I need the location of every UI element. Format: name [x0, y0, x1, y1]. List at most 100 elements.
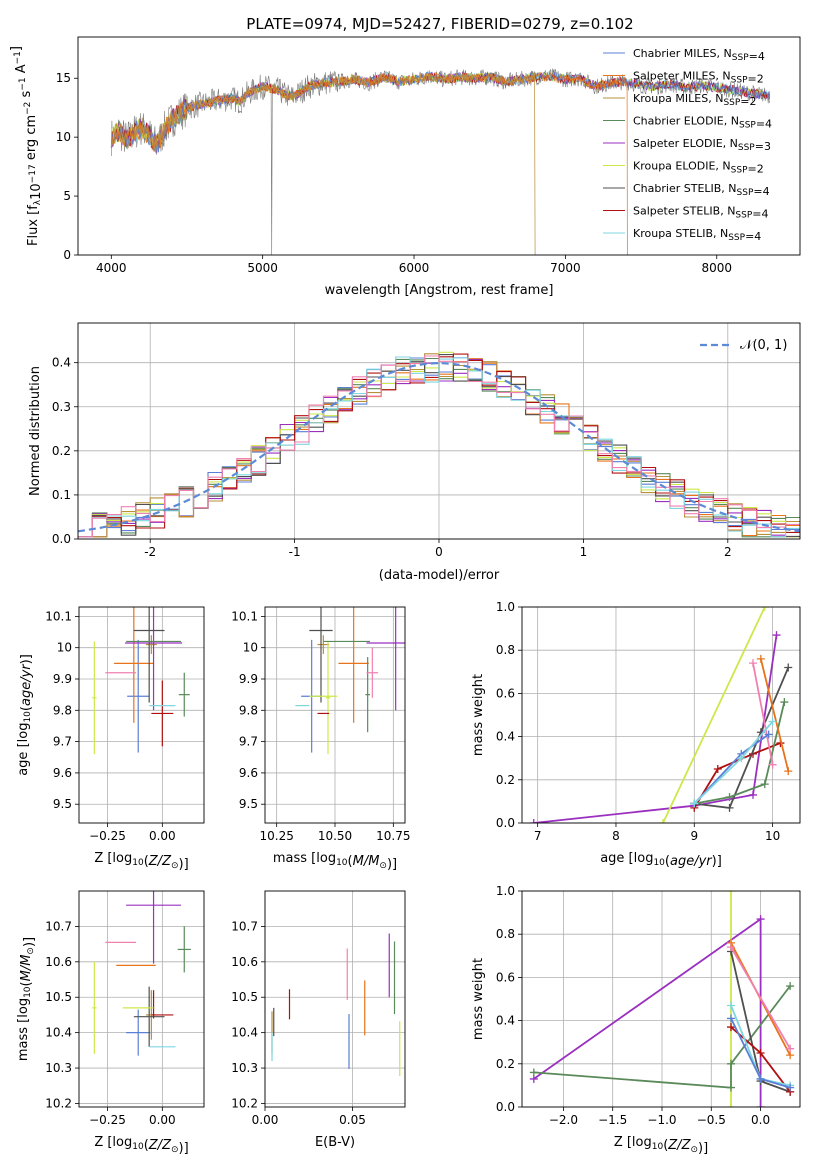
- axes-frame: [77, 36, 801, 256]
- y-tick-label: 10.4: [45, 1026, 72, 1040]
- y-axis-label: mass [log10(M/M⊙)]: [16, 937, 37, 1061]
- axes-frame: [264, 890, 406, 1108]
- legend-entry: Kroupa STELIB, NSSP=4: [633, 227, 761, 243]
- x-tick-label: −0.5: [697, 1113, 726, 1127]
- plot-area: [271, 933, 401, 1077]
- axes-frame: [521, 606, 801, 824]
- y-tick-label: 5: [63, 189, 71, 203]
- weight-marker: [726, 1083, 735, 1092]
- axes-frame: [78, 606, 205, 824]
- panel-age_vs_mass: 10.25 10.50 10.75 9.5 9.6 9.7 9.8 9.9 10 10.1 mass…: [231, 606, 411, 872]
- panel-weight_vs_Z: −2.0 −1.5 −1.0 −0.5 0.0 0.0 0.2 0.4 0.6 0.8 1.0 Z […: [471, 884, 801, 1156]
- y-tick-label: 10.5: [231, 990, 258, 1004]
- x-axis-label: Z [log10(Z/Z⊙)]: [94, 1135, 188, 1156]
- weight-marker: [726, 1014, 735, 1023]
- x-tick-label: −2.0: [549, 1113, 578, 1127]
- y-tick-label: 0.8: [496, 643, 515, 657]
- x-tick-label: −1.5: [598, 1113, 627, 1127]
- legend-entry: Kroupa MILES, NSSP=2: [633, 92, 757, 108]
- y-tick-label: 0.1: [52, 488, 71, 502]
- panel-residuals: -2 -1 0 1 2 0.0 0.1 0.2 0.3 0.4 (data-model)/error…: [28, 322, 801, 583]
- y-axis-label: Normed distribution: [28, 366, 43, 496]
- plot-area: [92, 607, 190, 755]
- y-tick-label: 10: [56, 130, 71, 144]
- y-tick-label: 10.5: [45, 990, 72, 1004]
- x-axis-label: Z [log10(Z/Z⊙)]: [94, 851, 188, 872]
- y-tick-label: 9.7: [239, 735, 258, 749]
- y-tick-label: 0.6: [496, 686, 515, 700]
- y-tick-label: 10.2: [45, 1096, 72, 1110]
- weight-line: [752, 663, 774, 765]
- weight-marker: [658, 819, 667, 823]
- weight-marker: [784, 663, 793, 672]
- y-tick-label: 10.2: [231, 1096, 258, 1110]
- x-tick-label: 0.05: [339, 1113, 366, 1127]
- y-tick-label: 10.7: [231, 919, 258, 933]
- x-tick-label: 10.25: [259, 829, 293, 843]
- plot-area: [529, 891, 795, 1107]
- weight-line: [693, 742, 781, 809]
- x-tick-label: -2: [144, 545, 156, 559]
- x-tick-label: 0.00: [149, 829, 176, 843]
- y-tick-label: 0.0: [52, 532, 71, 546]
- legend-entry: 𝒩(0, 1): [740, 338, 787, 353]
- x-tick-label: −1.0: [647, 1113, 676, 1127]
- y-tick-label: 10.7: [45, 919, 72, 933]
- y-tick-label: 10.4: [231, 1026, 258, 1040]
- y-tick-label: 0.2: [496, 773, 515, 787]
- legend-entry: Chabrier STELIB, NSSP=4: [633, 182, 770, 198]
- y-tick-label: 0.6: [496, 970, 515, 984]
- y-tick-label: 9.6: [239, 766, 258, 780]
- weight-line: [759, 658, 790, 772]
- weight-marker: [768, 717, 777, 726]
- y-tick-label: 10.3: [45, 1061, 72, 1075]
- legend-entry: Chabrier ELODIE, NSSP=4: [633, 115, 772, 131]
- x-axis-label: Z [log10(Z/Z⊙)]: [614, 1135, 708, 1156]
- plot-area: [110, 68, 771, 255]
- gaussian-curve: [78, 361, 800, 533]
- weight-marker: [768, 760, 777, 769]
- y-tick-label: 0: [63, 248, 71, 262]
- weight-marker: [726, 943, 735, 952]
- y-tick-label: 0.4: [496, 1014, 515, 1028]
- weight-marker: [749, 659, 758, 668]
- x-tick-label: 0.00: [252, 1113, 279, 1127]
- x-tick-label: −0.25: [89, 829, 126, 843]
- weight-marker: [725, 793, 734, 802]
- x-axis-label: wavelength [Angstrom, rest frame]: [325, 283, 554, 298]
- x-tick-label: 7: [534, 829, 542, 843]
- weight-marker: [726, 1001, 735, 1010]
- plot-area: [92, 891, 191, 1056]
- y-tick-label: 10.1: [45, 609, 72, 623]
- plot-area: [78, 351, 800, 538]
- weight-marker: [760, 607, 769, 611]
- panel-mass_vs_ebv: 0.00 0.05 10.2 10.3 10.4 10.5 10.6 10.7 E(B-V): [231, 890, 406, 1150]
- weight-marker: [780, 698, 789, 707]
- y-tick-label: 9.5: [53, 797, 72, 811]
- weight-marker: [786, 982, 795, 991]
- y-tick-label: 0.2: [496, 1057, 515, 1071]
- legend-entry: Salpeter STELIB, NSSP=4: [633, 205, 769, 221]
- x-tick-label: 5000: [247, 261, 278, 275]
- x-tick-label: 8: [612, 829, 620, 843]
- y-tick-label: 9.5: [239, 797, 258, 811]
- weight-marker: [756, 1074, 765, 1083]
- weight-marker: [756, 1103, 765, 1107]
- axes-frame: [521, 890, 801, 1108]
- panel-age_vs_Z: −0.25 0.00 9.5 9.6 9.7 9.8 9.9 10 10.1 Z [log10(Z…: [16, 606, 205, 872]
- weight-marker: [786, 1044, 795, 1053]
- weight-marker: [726, 891, 735, 895]
- y-tick-label: 0.8: [496, 927, 515, 941]
- x-axis-label: E(B-V): [315, 1135, 355, 1150]
- y-tick-label: 10.6: [231, 955, 258, 969]
- x-tick-label: 8000: [701, 261, 732, 275]
- weight-marker: [529, 819, 538, 823]
- x-tick-label: 0.00: [149, 1113, 176, 1127]
- y-tick-label: 9.8: [239, 703, 258, 717]
- x-tick-label: 2: [724, 545, 732, 559]
- legend-entry: Kroupa ELODIE, NSSP=2: [633, 160, 764, 176]
- y-tick-label: 10: [243, 641, 258, 655]
- x-axis-label: age [log10(age/yr)]: [600, 851, 722, 869]
- y-axis-label: age [log10(age/yr)]: [16, 654, 34, 776]
